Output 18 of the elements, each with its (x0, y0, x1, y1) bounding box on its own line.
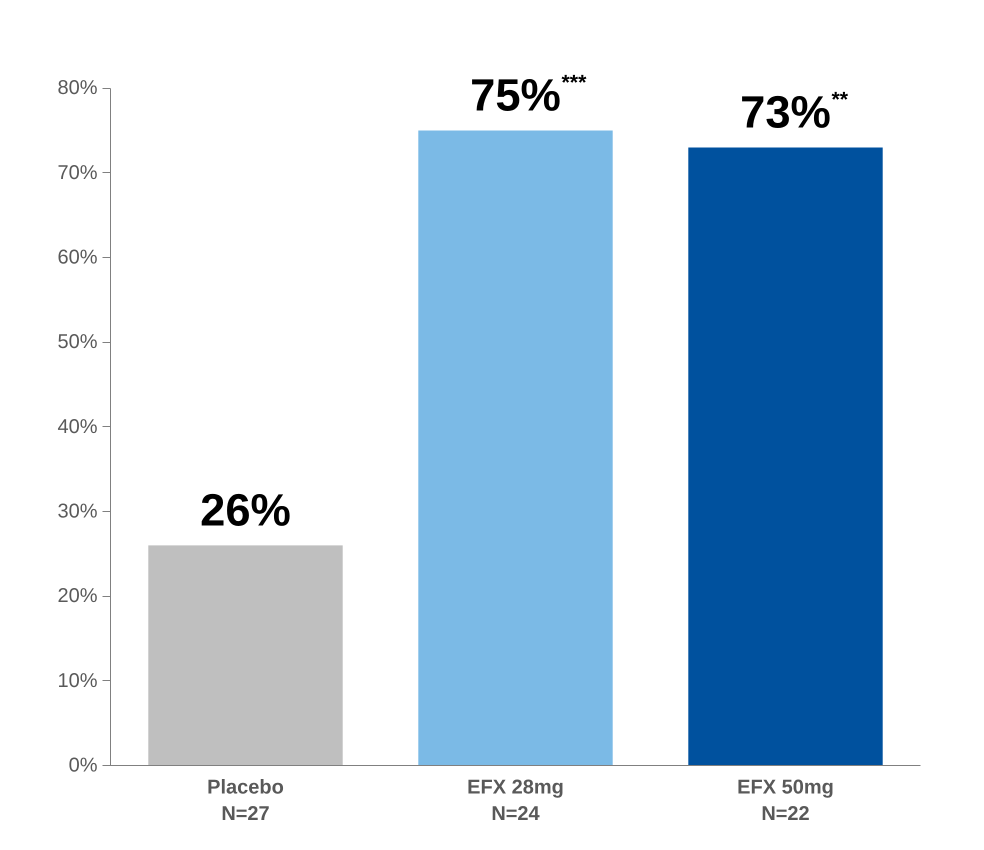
bar (418, 130, 613, 766)
y-tick-label: 10% (57, 670, 98, 692)
y-tick-label: 30% (57, 500, 98, 523)
data-label: 75%*** (470, 70, 588, 121)
y-tick-label: 80% (57, 77, 98, 100)
data-label: 26% (200, 484, 291, 536)
data-label: 73%** (740, 86, 849, 138)
y-tick-label: 40% (57, 416, 98, 438)
y-tick-label: 70% (57, 162, 98, 184)
bar (148, 545, 343, 766)
y-tick-label: 20% (57, 585, 98, 608)
y-tick-label: 50% (57, 331, 98, 354)
x-tick-label: EFX 50mg N=22 (737, 776, 834, 825)
x-tick-label: Placebo N=27 (207, 776, 284, 825)
y-tick-label: 60% (57, 246, 98, 269)
y-tick-label: 0% (68, 754, 98, 776)
x-tick-label: EFX 28mg N=24 (467, 776, 564, 825)
bar (688, 147, 883, 766)
